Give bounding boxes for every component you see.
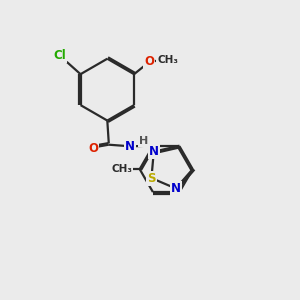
Text: S: S <box>147 172 156 184</box>
Text: H: H <box>139 136 148 146</box>
Text: O: O <box>88 142 98 155</box>
Text: N: N <box>149 145 159 158</box>
Text: N: N <box>171 182 181 195</box>
Text: Cl: Cl <box>53 49 66 62</box>
Text: CH₃: CH₃ <box>112 164 133 174</box>
Text: O: O <box>144 55 154 68</box>
Text: N: N <box>125 140 135 153</box>
Text: CH₃: CH₃ <box>157 55 178 65</box>
